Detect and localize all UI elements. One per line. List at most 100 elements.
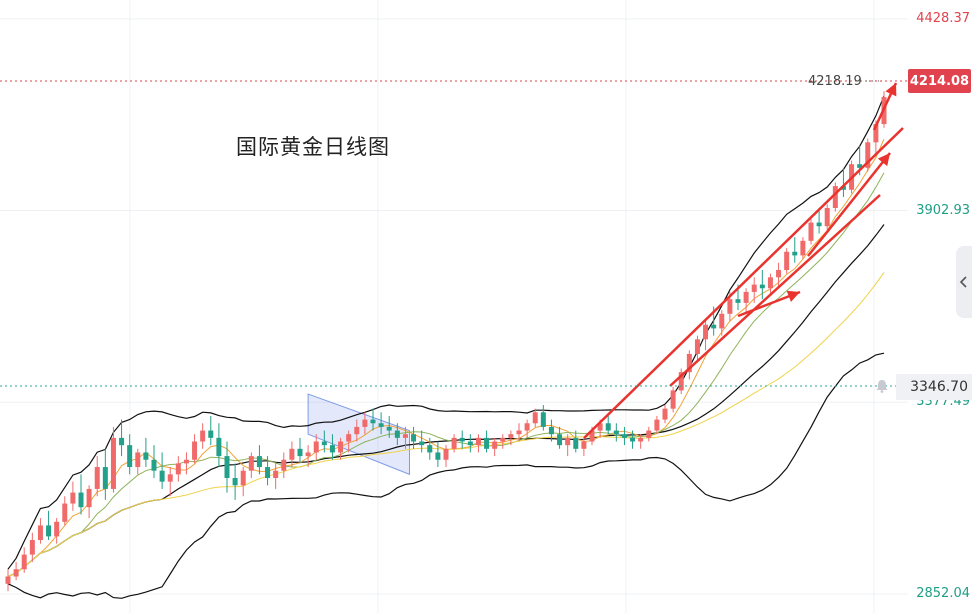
candle-body-101	[824, 207, 830, 227]
high-price-label: 4218.19	[808, 74, 862, 89]
candle-body-99	[808, 222, 814, 241]
trendline-lower	[669, 194, 881, 387]
candle-body-70	[573, 437, 579, 449]
reference-price-tag[interactable]: 3346.70	[896, 374, 972, 400]
candle-body-92	[751, 284, 757, 292]
candle-body-74	[605, 423, 611, 431]
candle-body-59	[484, 437, 490, 449]
candle-body-33	[273, 470, 279, 478]
candle-body-90	[735, 299, 741, 303]
candle-body-21	[175, 463, 181, 475]
candle-body-63	[516, 430, 522, 435]
candle-body-98	[800, 240, 806, 256]
candle-body-30	[248, 456, 254, 471]
candle-body-56	[459, 437, 465, 442]
candle-body-24	[200, 430, 206, 442]
candle-body-82	[670, 390, 676, 409]
candle-body-13	[110, 437, 116, 489]
candle-body-11	[94, 467, 100, 489]
candle-body-107	[873, 124, 879, 143]
collapse-panel-button[interactable]	[956, 246, 972, 318]
candle-body-95	[776, 270, 782, 278]
candle-body-71	[581, 441, 587, 449]
price-axis-label-3: 2852.04	[916, 586, 970, 601]
candle-body-29	[240, 470, 246, 486]
candle-body-42	[346, 434, 352, 442]
candle-body-4	[37, 525, 43, 541]
candle-body-45	[370, 419, 376, 424]
candle-body-91	[743, 291, 749, 303]
candle-body-87	[711, 324, 717, 329]
candle-body-8	[70, 492, 76, 504]
bollinger-middle	[7, 224, 885, 578]
candle-body-64	[524, 423, 530, 431]
candle-body-49	[402, 434, 408, 438]
candle-body-41	[338, 441, 344, 453]
candle-body-94	[767, 277, 773, 289]
candle-body-60	[492, 441, 498, 449]
candle-body-26	[216, 437, 222, 457]
candle-body-2	[21, 554, 27, 570]
candle-body-66	[540, 412, 546, 427]
candle-body-12	[102, 467, 108, 489]
candle-body-52	[427, 445, 433, 453]
candle-body-50	[411, 434, 417, 442]
chart-title: 国际黄金日线图	[236, 135, 390, 159]
trendline-main	[583, 127, 904, 439]
candle-body-78	[638, 437, 644, 442]
bell-icon[interactable]	[874, 378, 890, 394]
candle-body-10	[86, 488, 92, 508]
candle-body-77	[630, 437, 636, 442]
candle-body-38	[313, 441, 319, 453]
candle-body-83	[678, 372, 684, 391]
candle-body-37	[305, 452, 311, 457]
candle-body-68	[557, 434, 563, 446]
trend-arrow-2	[807, 152, 891, 257]
bollinger-lower	[7, 352, 885, 599]
candle-body-97	[792, 251, 798, 256]
candle-body-36	[297, 448, 303, 457]
candle-body-58	[475, 437, 481, 446]
candle-body-6	[54, 521, 60, 537]
candle-body-73	[597, 423, 603, 431]
candle-body-47	[386, 426, 392, 431]
price-axis-label-0: 4428.37	[916, 10, 970, 26]
candle-body-20	[167, 474, 173, 482]
candle-body-93	[759, 284, 765, 289]
price-axis-label-1: 3902.93	[916, 202, 970, 218]
candle-body-80	[654, 419, 660, 431]
candle-body-102	[832, 186, 838, 208]
candle-body-85	[694, 339, 700, 354]
candle-body-25	[208, 430, 214, 438]
trend-arrow-2-head	[877, 153, 890, 167]
candle-body-51	[419, 441, 425, 446]
candle-body-7	[62, 503, 68, 522]
candle-body-105	[857, 164, 863, 168]
candle-body-43	[354, 426, 360, 435]
candle-body-53	[435, 452, 441, 460]
candle-body-14	[119, 437, 125, 446]
candle-body-22	[183, 459, 189, 464]
candle-body-40	[329, 445, 335, 453]
candle-body-28	[232, 477, 238, 486]
chevron-left-icon	[959, 276, 967, 288]
candle-body-96	[784, 251, 790, 271]
trend-arrow-3-head	[885, 83, 897, 97]
candle-body-31	[256, 456, 262, 468]
candle-body-65	[532, 412, 538, 424]
candle-body-55	[451, 437, 457, 449]
candle-body-67	[548, 426, 554, 435]
candle-body-15	[127, 445, 133, 468]
candle-body-81	[662, 408, 668, 420]
candle-body-69	[565, 437, 571, 446]
candle-body-0	[5, 576, 11, 584]
candle-body-9	[78, 492, 84, 508]
candle-body-103	[840, 186, 846, 190]
reference-price-value: 3346.70	[910, 379, 968, 395]
candle-body-76	[621, 434, 627, 438]
candle-body-23	[192, 441, 198, 460]
candle-body-79	[646, 430, 652, 438]
current-price-tag: 4214.08	[908, 69, 971, 93]
candle-body-27	[224, 456, 230, 478]
